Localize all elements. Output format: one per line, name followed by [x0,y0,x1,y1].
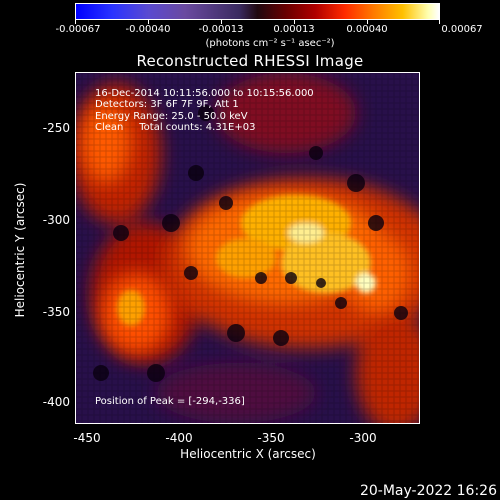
colorbar-tick-mark [294,20,295,24]
energy-range: Energy Range: 25.0 - 50.0 keV [95,111,248,122]
colorbar-tick-mark [439,20,440,24]
x-tick-label: -400 [165,431,193,445]
x-axis-label: Heliocentric X (arcsec) [180,447,316,461]
y-tick-label: -300 [42,213,70,227]
rhessi-image-map [76,73,419,423]
y-tick-label: -350 [42,305,70,319]
clean-info: Clean Total counts: 4.31E+03 [95,122,256,133]
colorbar-tick-mark [148,20,149,24]
colorbar-units: (photons cm⁻² s⁻¹ asec⁻²) [205,38,335,49]
colorbar-tick-mark [221,20,222,24]
colorbar-tick-mark [367,20,368,24]
y-tick-label: -250 [42,121,70,135]
colorbar-tick-label: -0.00013 [198,24,244,35]
x-tick-label: -300 [349,431,377,445]
x-tick-label: -450 [73,431,101,445]
peak-position-label: Position of Peak = [-294,-336] [95,396,245,407]
colorbar-tick-label: -0.00040 [125,24,171,35]
rhessi-image [75,72,420,424]
y-tick-label: -400 [42,395,70,409]
colorbar [75,3,440,20]
y-axis-label: Heliocentric Y (arcsec) [13,182,27,318]
colorbar-tick-label: -0.00067 [55,24,101,35]
detectors-info: Detectors: 3F 6F 7F 9F, Att 1 [95,99,239,110]
colorbar-tick-label: 0.00040 [346,24,388,35]
plot-timestamp: 20-May-2022 16:26 [359,483,497,499]
x-tick-label: -350 [257,431,285,445]
colorbar-tick-mark [75,20,76,24]
colorbar-tick-label: 0.00067 [441,24,483,35]
colorbar-tick-label: 0.00013 [273,24,315,35]
observation-time: 16-Dec-2014 10:11:56.000 to 10:15:56.000 [95,88,314,99]
image-title: Reconstructed RHESSI Image [136,52,364,70]
